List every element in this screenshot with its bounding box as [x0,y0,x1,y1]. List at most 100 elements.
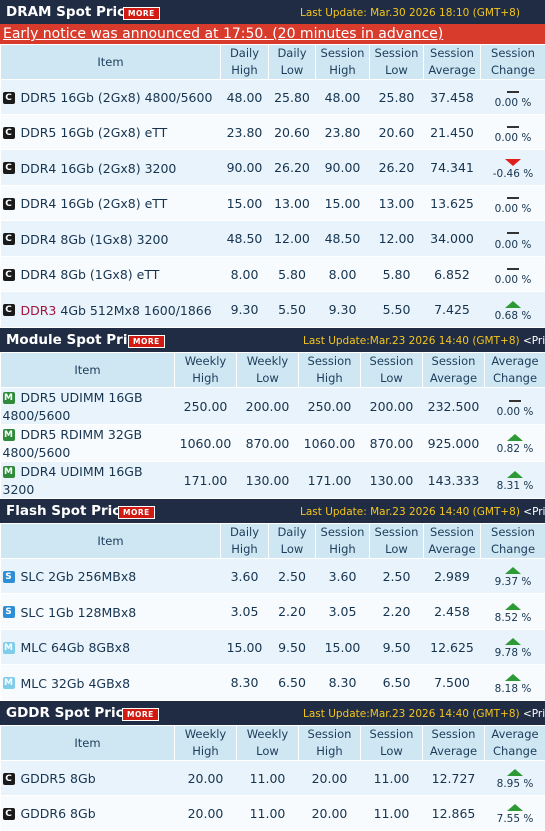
module-last-update: Last Update:Mar.23 2026 14:40 (GMT+8) [303,335,520,347]
session-low: 11.00 [361,761,423,796]
item-name[interactable]: SLC 1Gb 128MBx8 [21,605,137,620]
contract-badge-icon: C [3,198,15,210]
session-low: 130.00 [361,462,423,499]
daily-low: 25.80 [269,80,316,115]
gddr-more-button[interactable]: MORE [122,708,159,721]
daily-high: 3.60 [221,559,269,594]
col-daily-high: Daily High [221,524,269,559]
session-average: 12.625 [424,630,481,665]
gddr-price-link[interactable]: <Price [523,708,545,720]
session-average: 74.341 [424,150,481,186]
flash-price-link[interactable]: <Price [523,506,545,518]
daily-high: 23.80 [221,115,269,150]
session-low: 5.80 [370,257,424,292]
contract-badge-icon: C [3,808,15,820]
up-arrow-icon [507,769,523,776]
daily-high: 8.30 [221,665,269,701]
item-name[interactable]: DDR5 UDIMM 16GB 4800/5600 [3,390,143,423]
col-item: Item [1,524,221,559]
daily-high: 90.00 [221,150,269,186]
daily-low: 26.20 [269,150,316,186]
contract-badge-icon: C [3,127,15,139]
session-change: 8.52 % [495,612,532,624]
contract-badge-icon: C [3,162,15,174]
contract-badge-icon: C [3,233,15,245]
contract-badge-icon: C [3,773,15,785]
dram-more-button[interactable]: MORE [123,7,160,20]
session-change: 0.00 % [495,239,532,251]
gddr-price-table: Item Weekly High Weekly Low Session High… [0,725,545,831]
session-high: 15.00 [316,186,370,221]
up-arrow-icon [505,603,521,610]
average-change: 8.95 % [497,778,534,790]
module-more-button[interactable]: MORE [128,335,165,348]
item-name[interactable]: DDR4 UDIMM 16GB 3200 [3,464,143,497]
weekly-low: 200.00 [237,388,299,425]
flash-section-header: Flash Spot Price MORE Last Update: Mar.2… [0,499,545,523]
col-average-change: Average Change [485,726,545,761]
module-badge-icon: M [3,392,15,404]
session-average: 13.625 [424,186,481,221]
average-change: 7.55 % [497,813,534,825]
item-name-rest: 4Gb 512Mx8 1600/1866 [56,303,211,318]
session-low: 200.00 [361,388,423,425]
item-name[interactable]: DDR5 16Gb (2Gx8) 4800/5600 [21,90,213,105]
col-session-average: Session Average [423,726,485,761]
session-low: 26.20 [370,150,424,186]
average-change: 0.00 % [497,406,534,418]
session-average: 2.458 [424,594,481,630]
item-name[interactable]: DDR3 4Gb 512Mx8 1600/1866 [21,303,212,318]
item-name[interactable]: DDR4 16Gb (2Gx8) eTT [21,196,168,211]
item-name[interactable]: DDR4 8Gb (1Gx8) eTT [21,267,160,282]
contract-badge-icon: C [3,304,15,316]
col-session-average: Session Average [423,353,485,388]
dram-section-header: DRAM Spot Price MORE Last Update: Mar.30… [0,0,545,24]
col-item: Item [1,353,175,388]
daily-low: 13.00 [269,186,316,221]
dram-section-title: DRAM Spot Price [6,4,134,20]
session-high: 20.00 [299,796,361,831]
session-average: 143.333 [423,462,485,499]
item-name[interactable]: DDR4 16Gb (2Gx8) 3200 [21,161,177,176]
session-high: 250.00 [299,388,361,425]
flash-more-button[interactable]: MORE [118,506,155,519]
col-session-high: Session High [299,726,361,761]
contract-badge-icon: C [3,92,15,104]
item-name[interactable]: DDR4 8Gb (1Gx8) 3200 [21,232,169,247]
ddr3-prefix: DDR3 [21,303,57,318]
weekly-low: 130.00 [237,462,299,499]
session-high: 20.00 [299,761,361,796]
item-name[interactable]: MLC 64Gb 8GBx8 [21,640,131,655]
flat-dash-icon [507,232,519,234]
col-session-high: Session High [316,45,370,80]
module-price-link[interactable]: <Price [523,335,545,347]
session-low: 20.60 [370,115,424,150]
early-notice-banner[interactable]: Early notice was announced at 17:50. (20… [0,24,545,44]
daily-high: 48.00 [221,80,269,115]
item-name[interactable]: SLC 2Gb 256MBx8 [21,569,137,584]
item-name[interactable]: GDDR6 8Gb [21,806,96,821]
flat-dash-icon [507,268,519,270]
daily-low: 20.60 [269,115,316,150]
dram-last-update: Last Update: Mar.30 2026 18:10 (GMT+8) [300,7,520,19]
daily-high: 9.30 [221,292,269,328]
up-arrow-icon [507,471,523,478]
item-name[interactable]: GDDR5 8Gb [21,771,96,786]
item-name[interactable]: DDR5 16Gb (2Gx8) eTT [21,125,168,140]
item-name[interactable]: DDR5 RDIMM 32GB 4800/5600 [3,427,143,460]
average-change: 8.31 % [497,480,534,492]
early-notice-text[interactable]: Early notice was announced at 17:50. (20… [3,26,443,42]
daily-low: 12.00 [269,221,316,257]
flat-dash-icon [507,197,519,199]
mlc-badge-icon: M [3,642,15,654]
item-name[interactable]: MLC 32Gb 4GBx8 [21,676,131,691]
session-low: 12.00 [370,221,424,257]
daily-high: 8.00 [221,257,269,292]
session-change: 0.00 % [495,97,532,109]
weekly-low: 11.00 [237,761,299,796]
up-arrow-icon [505,567,521,574]
